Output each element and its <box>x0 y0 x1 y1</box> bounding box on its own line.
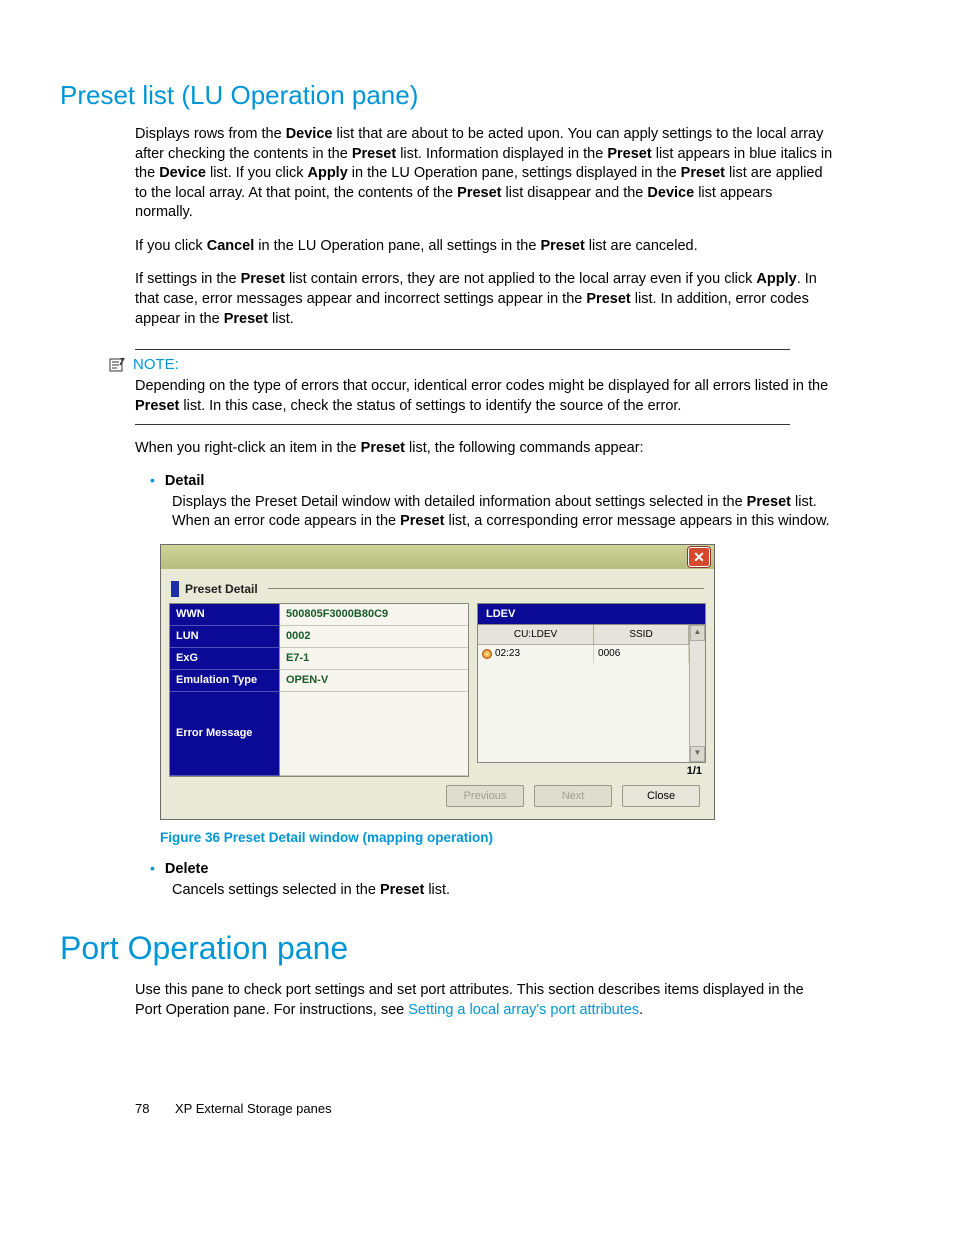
port-attributes-link[interactable]: Setting a local array's port attributes <box>408 1002 639 1018</box>
detail-description: Displays the Preset Detail window with d… <box>172 493 894 532</box>
text: in the LU Operation pane, settings displ… <box>348 165 681 181</box>
text: . <box>639 1002 643 1018</box>
bold: Preset <box>681 165 725 181</box>
close-window-button[interactable]: Close <box>622 785 700 807</box>
emulation-type-value: OPEN-V <box>280 670 468 692</box>
heading-port-operation: Port Operation pane <box>60 930 894 967</box>
paragraph-3: If settings in the Preset list contain e… <box>135 270 834 329</box>
detail-table: WWN 500805F3000B80C9 LUN 0002 ExG E7-1 E… <box>169 603 469 777</box>
text: list. In this case, check the status of … <box>179 398 681 414</box>
bold: Device <box>159 165 206 181</box>
paragraph-4: When you right-click an item in the Pres… <box>135 439 834 459</box>
paragraph-2: If you click Cancel in the LU Operation … <box>135 237 834 257</box>
heading-preset-list: Preset list (LU Operation pane) <box>60 80 894 111</box>
previous-button[interactable]: Previous <box>446 785 524 807</box>
text: If settings in the <box>135 271 241 287</box>
text: If you click <box>135 238 207 254</box>
close-button[interactable]: ✕ <box>688 547 710 567</box>
ssid-value: 0006 <box>594 645 689 663</box>
bullet-icon: • <box>150 861 155 875</box>
text: list contain errors, they are not applie… <box>285 271 756 287</box>
note-rule-top <box>135 349 790 350</box>
text: list. Information displayed in the <box>396 146 607 162</box>
text: list are canceled. <box>585 238 698 254</box>
bold: Preset <box>586 291 630 307</box>
scroll-down-icon[interactable]: ▼ <box>690 746 705 762</box>
list-item-delete: • Delete Cancels settings selected in th… <box>150 861 894 901</box>
bold: Preset <box>361 440 405 456</box>
ldev-status-icon <box>482 649 492 659</box>
scroll-up-icon[interactable]: ▲ <box>690 625 705 641</box>
text: Depending on the type of errors that occ… <box>135 378 828 394</box>
lun-label: LUN <box>170 626 280 648</box>
header-divider <box>268 588 704 589</box>
bold: Preset <box>380 882 424 898</box>
note-rule-bottom <box>135 424 790 425</box>
figure-caption: Figure 36 Preset Detail window (mapping … <box>160 830 894 845</box>
delete-description: Cancels settings selected in the Preset … <box>172 881 894 901</box>
header-accent-bar <box>171 581 179 597</box>
bold: Preset <box>241 271 285 287</box>
wwn-value: 500805F3000B80C9 <box>280 604 468 626</box>
bold: Preset <box>607 146 651 162</box>
emulation-type-label: Emulation Type <box>170 670 280 692</box>
window-title: Preset Detail <box>185 582 258 596</box>
exg-value: E7-1 <box>280 648 468 670</box>
paragraph-1: Displays rows from the Device list that … <box>135 125 834 223</box>
culdev-column-header[interactable]: CU:LDEV <box>478 625 594 645</box>
ldev-table: CU:LDEV SSID 02:23 0006 <box>477 624 706 763</box>
note-label: NOTE: <box>133 356 179 373</box>
ldev-header: LDEV <box>477 603 706 624</box>
note-icon <box>109 357 127 373</box>
text: list. <box>268 311 294 327</box>
scrollbar[interactable]: ▲ ▼ <box>689 625 705 762</box>
text: list, a corresponding error message appe… <box>444 513 829 529</box>
paragraph-5: Use this pane to check port settings and… <box>135 981 834 1020</box>
text: in the LU Operation pane, all settings i… <box>254 238 540 254</box>
window-titlebar: ✕ <box>161 545 714 569</box>
bold: Preset <box>135 398 179 414</box>
text: list. If you click <box>206 165 308 181</box>
ssid-column-header[interactable]: SSID <box>594 625 689 645</box>
text: When you right-click an item in the <box>135 440 361 456</box>
bold: Apply <box>307 165 347 181</box>
preset-detail-window: ✕ Preset Detail WWN 500805F3000B80C9 LUN… <box>160 544 715 820</box>
next-button[interactable]: Next <box>534 785 612 807</box>
footer-title: XP External Storage panes <box>175 1101 332 1116</box>
text: Cancels settings selected in the <box>172 882 380 898</box>
pager-text: 1/1 <box>477 763 706 777</box>
bold: Preset <box>352 146 396 162</box>
bold: Preset <box>747 494 791 510</box>
text: Displays the Preset Detail window with d… <box>172 494 747 510</box>
note-text: Depending on the type of errors that occ… <box>135 377 834 416</box>
bullet-icon: • <box>150 473 155 487</box>
wwn-label: WWN <box>170 604 280 626</box>
bold: Preset <box>400 513 444 529</box>
text: list disappear and the <box>502 185 648 201</box>
text: Displays rows from the <box>135 126 286 142</box>
text: list, the following commands appear: <box>405 440 644 456</box>
list-item-detail: • Detail Displays the Preset Detail wind… <box>150 473 894 532</box>
lun-value: 0002 <box>280 626 468 648</box>
table-row[interactable]: 02:23 0006 <box>478 645 689 663</box>
page-footer: 78 XP External Storage panes <box>60 1101 894 1116</box>
bold: Device <box>647 185 694 201</box>
delete-label: Delete <box>165 861 209 877</box>
page-number: 78 <box>135 1101 155 1116</box>
bold: Apply <box>756 271 796 287</box>
bold: Preset <box>457 185 501 201</box>
error-message-label: Error Message <box>170 692 280 776</box>
exg-label: ExG <box>170 648 280 670</box>
text: list. <box>424 882 450 898</box>
bold: Device <box>286 126 333 142</box>
detail-label: Detail <box>165 473 205 489</box>
bold: Preset <box>224 311 268 327</box>
error-message-value <box>280 692 468 776</box>
note-block: NOTE: Depending on the type of errors th… <box>135 349 894 425</box>
bold: Preset <box>540 238 584 254</box>
culdev-value: 02:23 <box>495 645 520 663</box>
bold: Cancel <box>207 238 255 254</box>
